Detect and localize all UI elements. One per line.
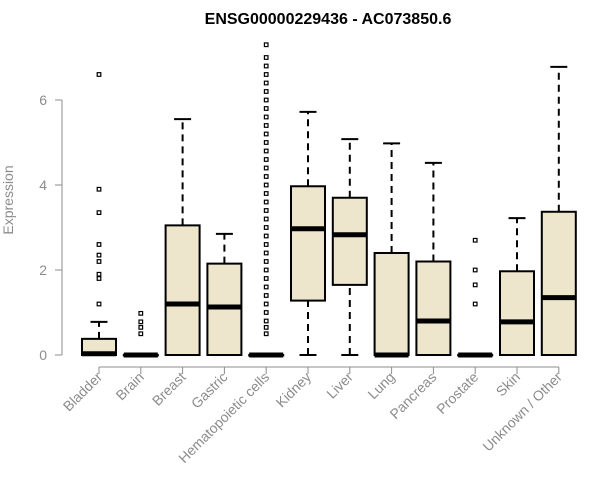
x-tick-label: Unknown / Other [479,369,565,455]
box-gastric [206,232,243,356]
outlier-point [263,225,269,230]
outlier-point [263,318,269,324]
y-axis-label: Expression [0,165,16,234]
box-kidney [290,110,326,356]
outlier-point [263,55,269,60]
outlier-point [96,72,102,77]
outlier-point [263,301,269,307]
outlier-point [96,301,102,307]
outlier-point [263,157,269,162]
box-hematopoietic-cells [248,42,285,358]
outlier-point [263,284,269,290]
y-tick-label: 6 [39,92,47,108]
outlier-point [472,267,478,273]
chart-title: ENSG00000229436 - AC073850.6 [205,11,452,28]
outlier-point [263,208,269,213]
box-body [331,196,368,286]
box-body [540,210,577,356]
x-tick-label: Kidney [273,369,315,411]
outlier-point [96,259,102,264]
outlier-point [472,301,478,307]
outlier-point [263,97,269,103]
y-axis: 0 2 4 6 [39,92,559,368]
x-tick-label: Liver [323,369,356,402]
outlier-point [263,80,269,86]
outlier-point [472,282,478,288]
outlier-point [263,89,269,94]
box-prostate [457,237,494,358]
outlier-point [472,237,478,243]
outlier-point [263,267,269,273]
outlier-point [263,106,269,111]
y-tick-label: 0 [39,347,47,363]
box-body [290,185,326,302]
outlier-point [138,310,144,316]
outlier-point [263,250,269,256]
outlier-point [263,63,269,69]
outlier-point [263,216,269,222]
box-breast [164,118,201,356]
outlier-point [138,324,144,330]
outlier-point [263,233,269,239]
x-tick-label: Skin [493,369,524,400]
outlier-point [263,123,269,128]
box-unknown-other [540,65,577,356]
box-body [415,260,452,356]
outlier-point [263,259,269,264]
outlier-point [263,293,269,298]
outlier-point [263,182,269,188]
outlier-point [263,242,269,247]
outlier-point [96,186,102,192]
outlier-point [263,72,269,77]
outlier-point [96,276,102,281]
outlier-point [96,252,102,258]
outlier-point [263,131,269,137]
box-liver [331,138,368,356]
outlier-point [96,271,102,277]
outlier-point [263,199,269,205]
y-tick-label: 2 [39,262,47,278]
outlier-point [263,165,269,171]
outlier-point [263,174,269,179]
box-pancreas [415,161,452,356]
outlier-point [263,148,269,154]
box-bladder [81,72,117,357]
outlier-point [263,140,269,145]
box-lung [373,142,410,358]
outlier-point [263,114,269,120]
box-body [373,252,410,356]
outlier-point [138,319,144,325]
outlier-point [263,42,269,48]
x-tick-label: Brain [112,369,146,403]
x-tick-label: Prostate [433,369,481,417]
x-tick-label: Lung [364,369,397,402]
outlier-point [263,276,269,281]
box-brain [122,310,159,358]
outlier-point [96,242,102,247]
x-tick-label: Breast [149,369,189,409]
box-skin [499,217,535,356]
box-body [164,224,201,356]
outlier-point [138,331,144,337]
outlier-point [263,191,269,196]
outlier-point [263,331,269,337]
outlier-point [263,310,269,315]
box-body [499,270,535,356]
x-tick-label: Bladder [60,369,106,415]
box-series [81,42,577,358]
outlier-point [263,324,269,330]
outlier-point [96,210,102,216]
y-tick-label: 4 [39,177,47,193]
